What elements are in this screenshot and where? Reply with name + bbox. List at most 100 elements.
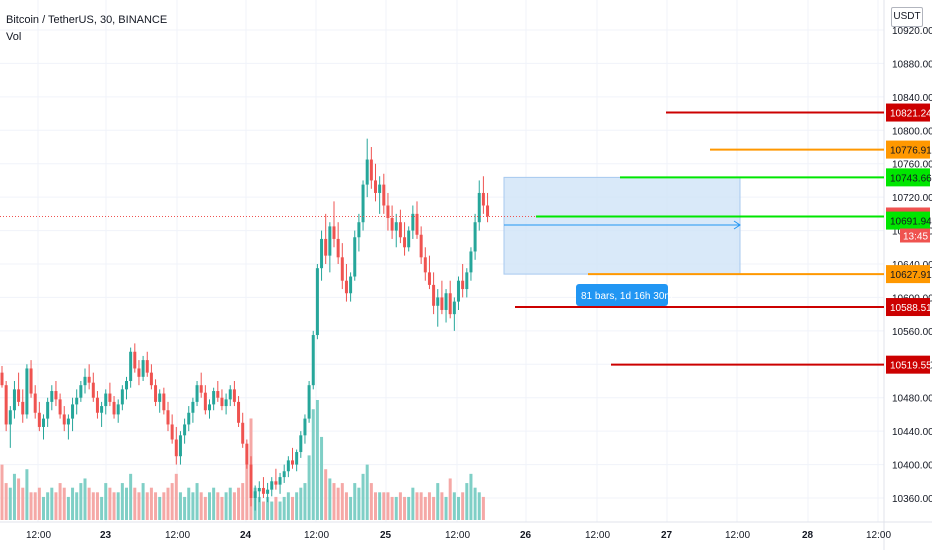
volume-bar [390,496,394,520]
volume-bar [66,496,70,520]
volume-bar [116,492,120,520]
candle-body [212,391,216,405]
candle-body [66,418,70,425]
volume-bar [54,492,58,520]
candle-body [191,401,195,413]
candle-body [216,391,220,398]
volume-bar [278,501,282,520]
volume-bar [324,469,328,520]
volume-bar [369,483,373,520]
countdown-tag [900,228,930,243]
volume-bar [21,487,25,520]
candle-body [87,376,91,383]
candle-body [54,391,58,400]
volume-bar [112,492,116,520]
volume-bar [452,492,456,520]
candle-body [158,393,162,402]
price-level-tag[interactable] [886,103,930,122]
price-level-value: 10776.91 [890,146,932,157]
price-tick-label: 10440.00 [892,427,932,438]
volume-bar [295,492,299,520]
volume-bar [216,492,220,520]
candle-body [174,439,178,457]
candle-body [311,335,315,386]
candle-body [83,376,87,386]
price-level-value: 10627.91 [890,270,932,281]
price-tick-label: 10720.00 [892,193,932,204]
volume-bar [436,483,440,520]
volume-bar [353,483,357,520]
volume-bar [303,483,307,520]
candle-body [145,360,149,373]
candle-body [79,385,83,398]
volume-bar [394,496,398,520]
candle-body [349,276,353,294]
candle-body [166,410,170,425]
volume-bar [266,496,270,520]
candle-body [403,237,407,248]
volume-bar [199,492,203,520]
time-tick-label: 12:00 [165,530,190,541]
price-level-tag[interactable] [886,211,930,230]
candle-body [411,213,415,231]
volume-bar [349,496,353,520]
candle-body [390,218,394,231]
volume-bar [133,487,137,520]
range-measure-box[interactable] [503,176,741,275]
candle-body [46,401,50,419]
candle-body [50,391,54,402]
volume-bar [166,487,170,520]
candle-body [394,222,398,231]
volume-bar [71,487,75,520]
candle-body [444,293,448,310]
price-level-tag[interactable] [886,140,930,159]
volume-bar [170,483,174,520]
price-level-value: 10743.66 [890,173,932,184]
price-level-tag[interactable] [886,168,930,187]
volume-bar [378,492,382,520]
candle-body [125,381,128,390]
time-tick-label: 12:00 [304,530,329,541]
volume-bar [154,492,158,520]
volume-bar [461,492,465,520]
volume-bar [203,496,207,520]
volume-bar [237,487,241,520]
volume-bar [291,496,294,520]
volume-bar [398,492,402,520]
volume-bar [129,473,133,520]
price-level-tag[interactable] [886,298,930,317]
candle-body [332,226,336,239]
volume-bar [340,483,344,520]
candle-body [361,184,365,223]
volume-bar [440,492,444,520]
price-level-tag[interactable] [886,265,930,284]
currency-button[interactable]: USDT [891,7,923,27]
candle-body [25,368,29,415]
time-tick-label: 27 [661,530,673,541]
volume-bar [357,487,361,520]
candle-body [448,293,452,315]
volume-bar [58,483,62,520]
candle-body [481,192,485,206]
volume-bar [311,409,315,520]
volume-bar [427,492,431,520]
candle-body [178,435,182,457]
price-tick-label: 10400.00 [892,461,932,472]
volume-bar [158,496,162,520]
candle-body [461,280,465,290]
volume-bar [444,496,448,520]
price-level-tag[interactable] [886,355,930,374]
candle-body [419,234,423,258]
candle-body [452,301,456,315]
candle-body [58,399,62,415]
volume-bar [465,483,469,520]
candle-body [95,397,99,413]
candle-body [4,385,8,425]
candle-body [42,418,45,427]
candle-body [187,412,191,425]
volume-bar [315,400,319,520]
candle-body [436,297,440,306]
range-info-box [576,284,668,306]
